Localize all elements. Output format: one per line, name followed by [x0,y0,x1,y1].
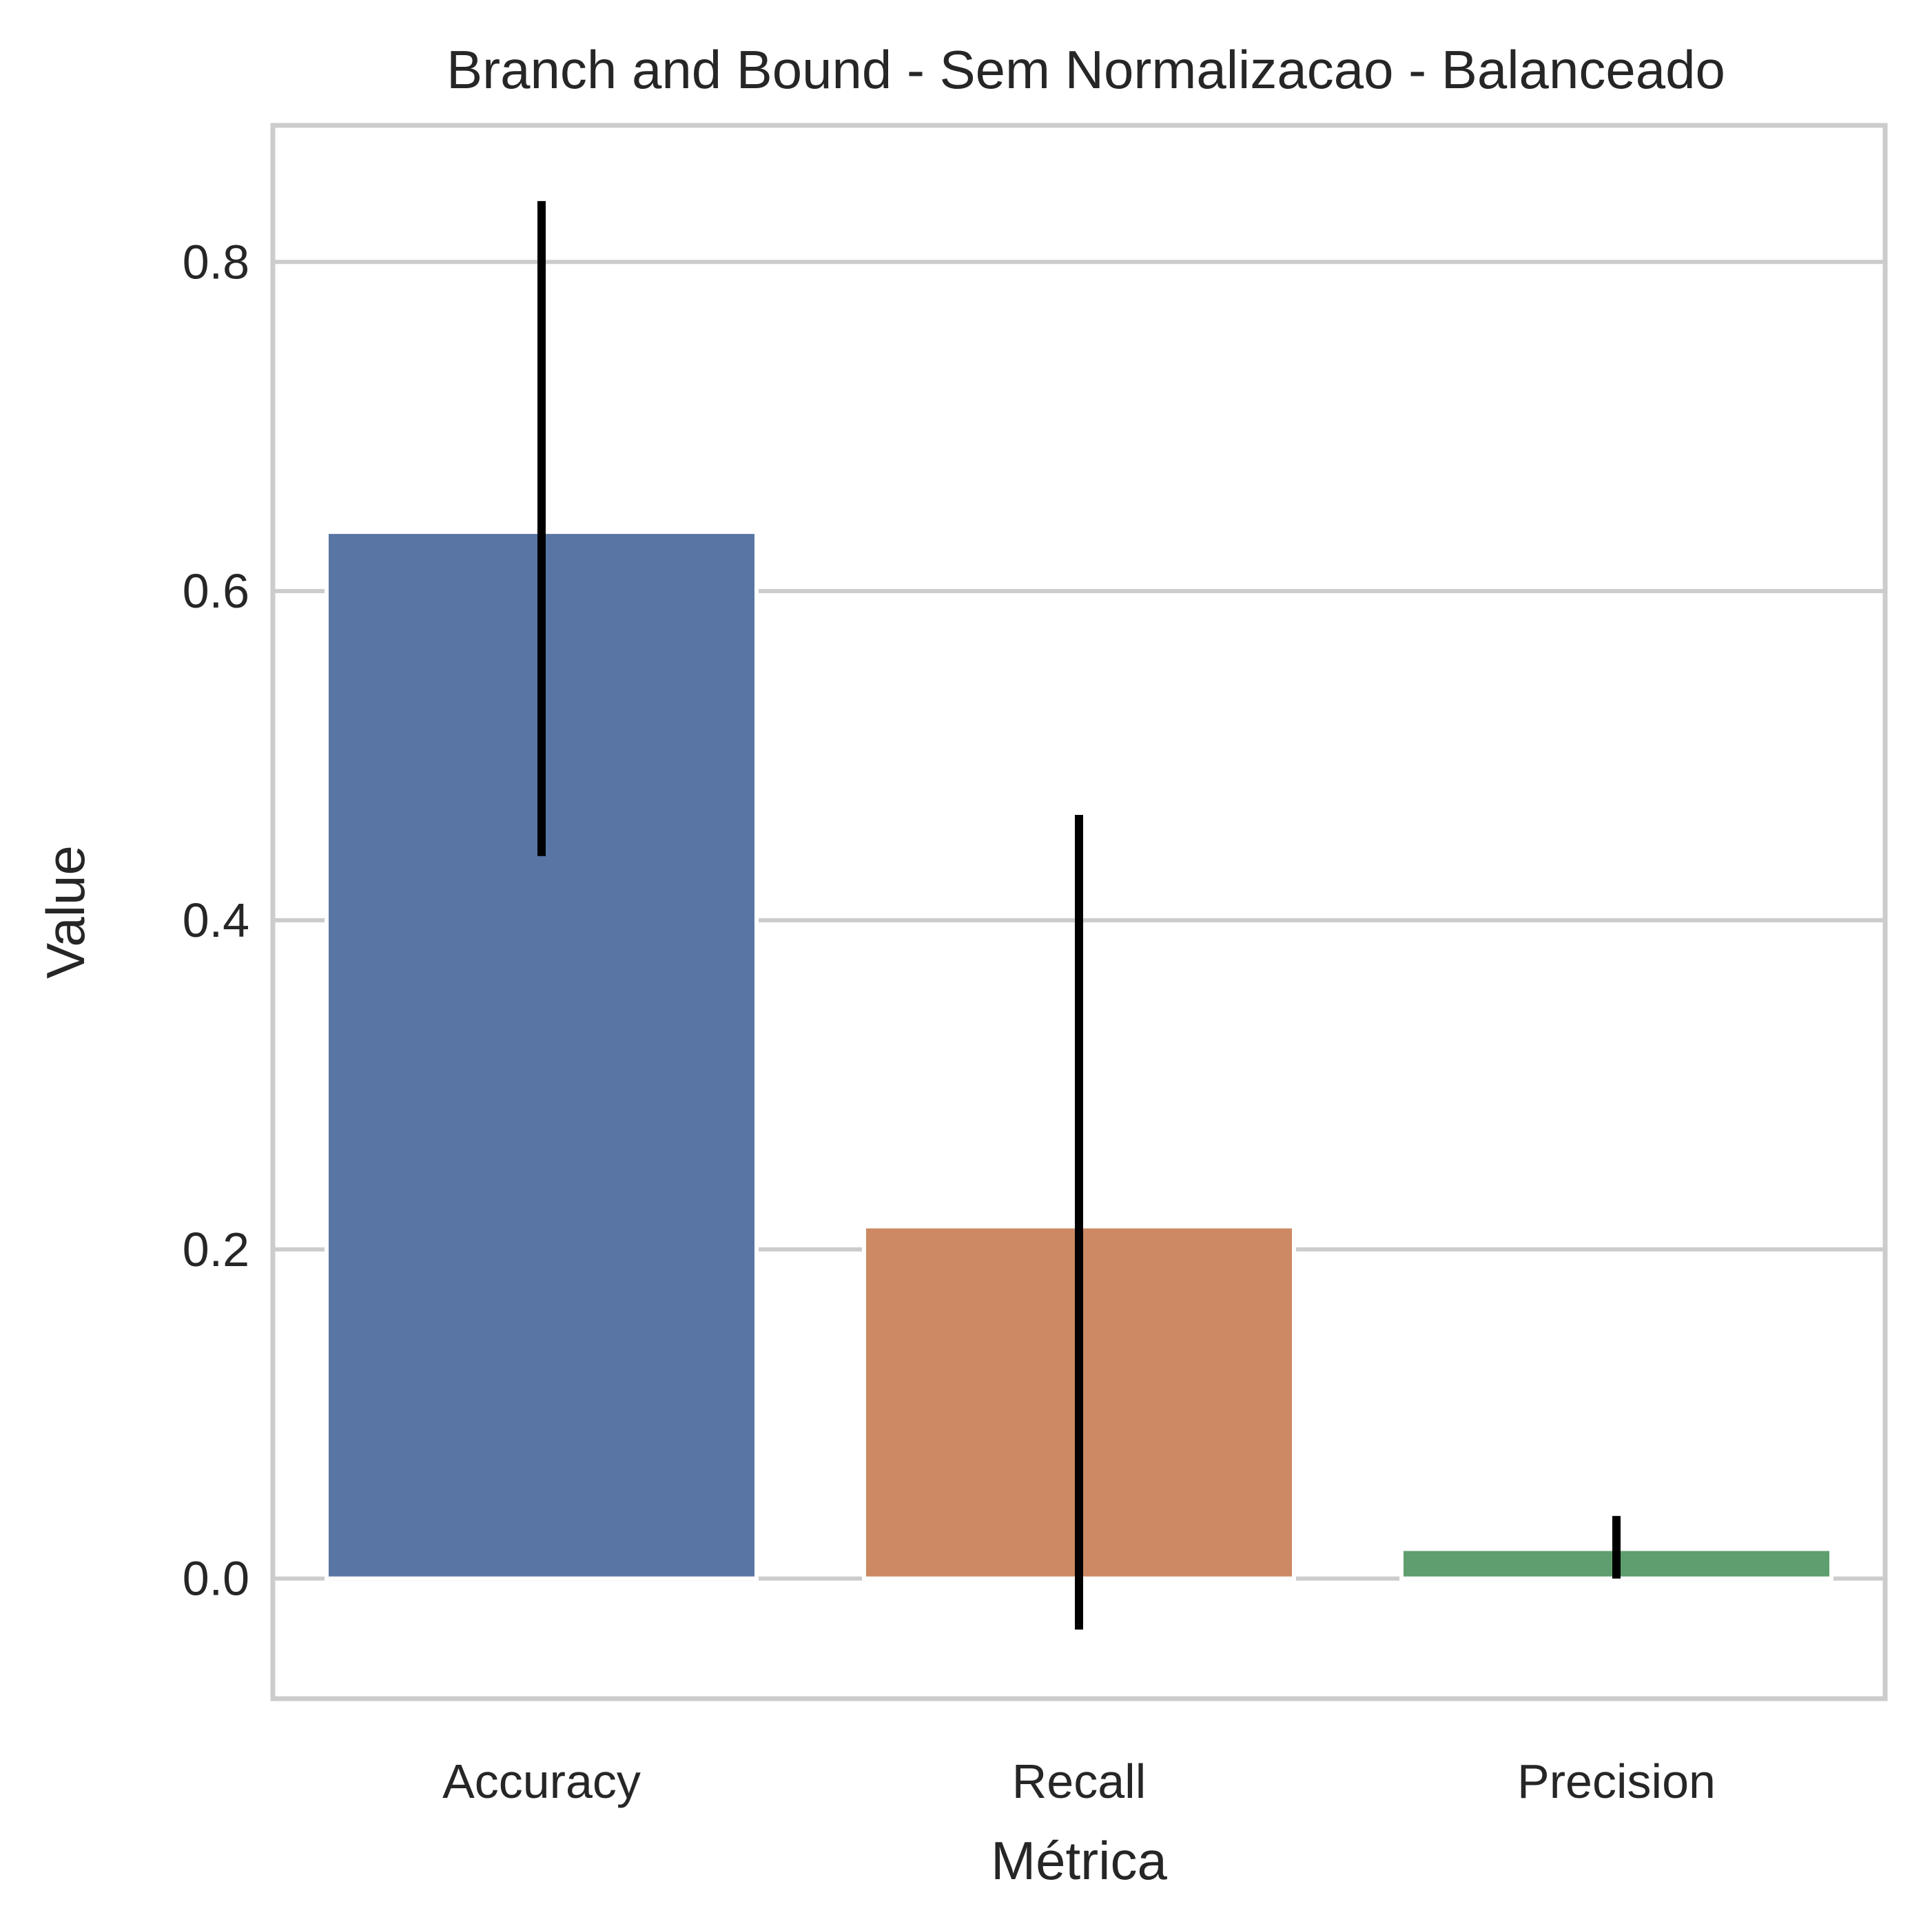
x-tick-labels: Accuracy Recall Precision [442,1754,1716,1808]
y-tick-labels: 0.0 0.2 0.4 0.6 0.8 [183,235,249,1605]
y-tick-label: 0.6 [183,564,249,618]
error-bars [537,200,1621,1630]
x-tick-label-recall: Recall [1012,1754,1147,1808]
y-tick-label: 0.0 [183,1552,249,1606]
y-tick-label: 0.4 [183,893,249,947]
y-tick-label: 0.8 [183,235,249,289]
x-tick-label-accuracy: Accuracy [442,1754,641,1808]
y-tick-label: 0.2 [183,1223,249,1276]
chart-title: Branch and Bound - Sem Normalizacao - Ba… [446,39,1725,100]
y-axis-label: Value [35,845,96,979]
x-tick-label-precision: Precision [1517,1754,1716,1808]
x-axis-label: Métrica [991,1830,1167,1891]
plot-frame [270,123,1888,1701]
